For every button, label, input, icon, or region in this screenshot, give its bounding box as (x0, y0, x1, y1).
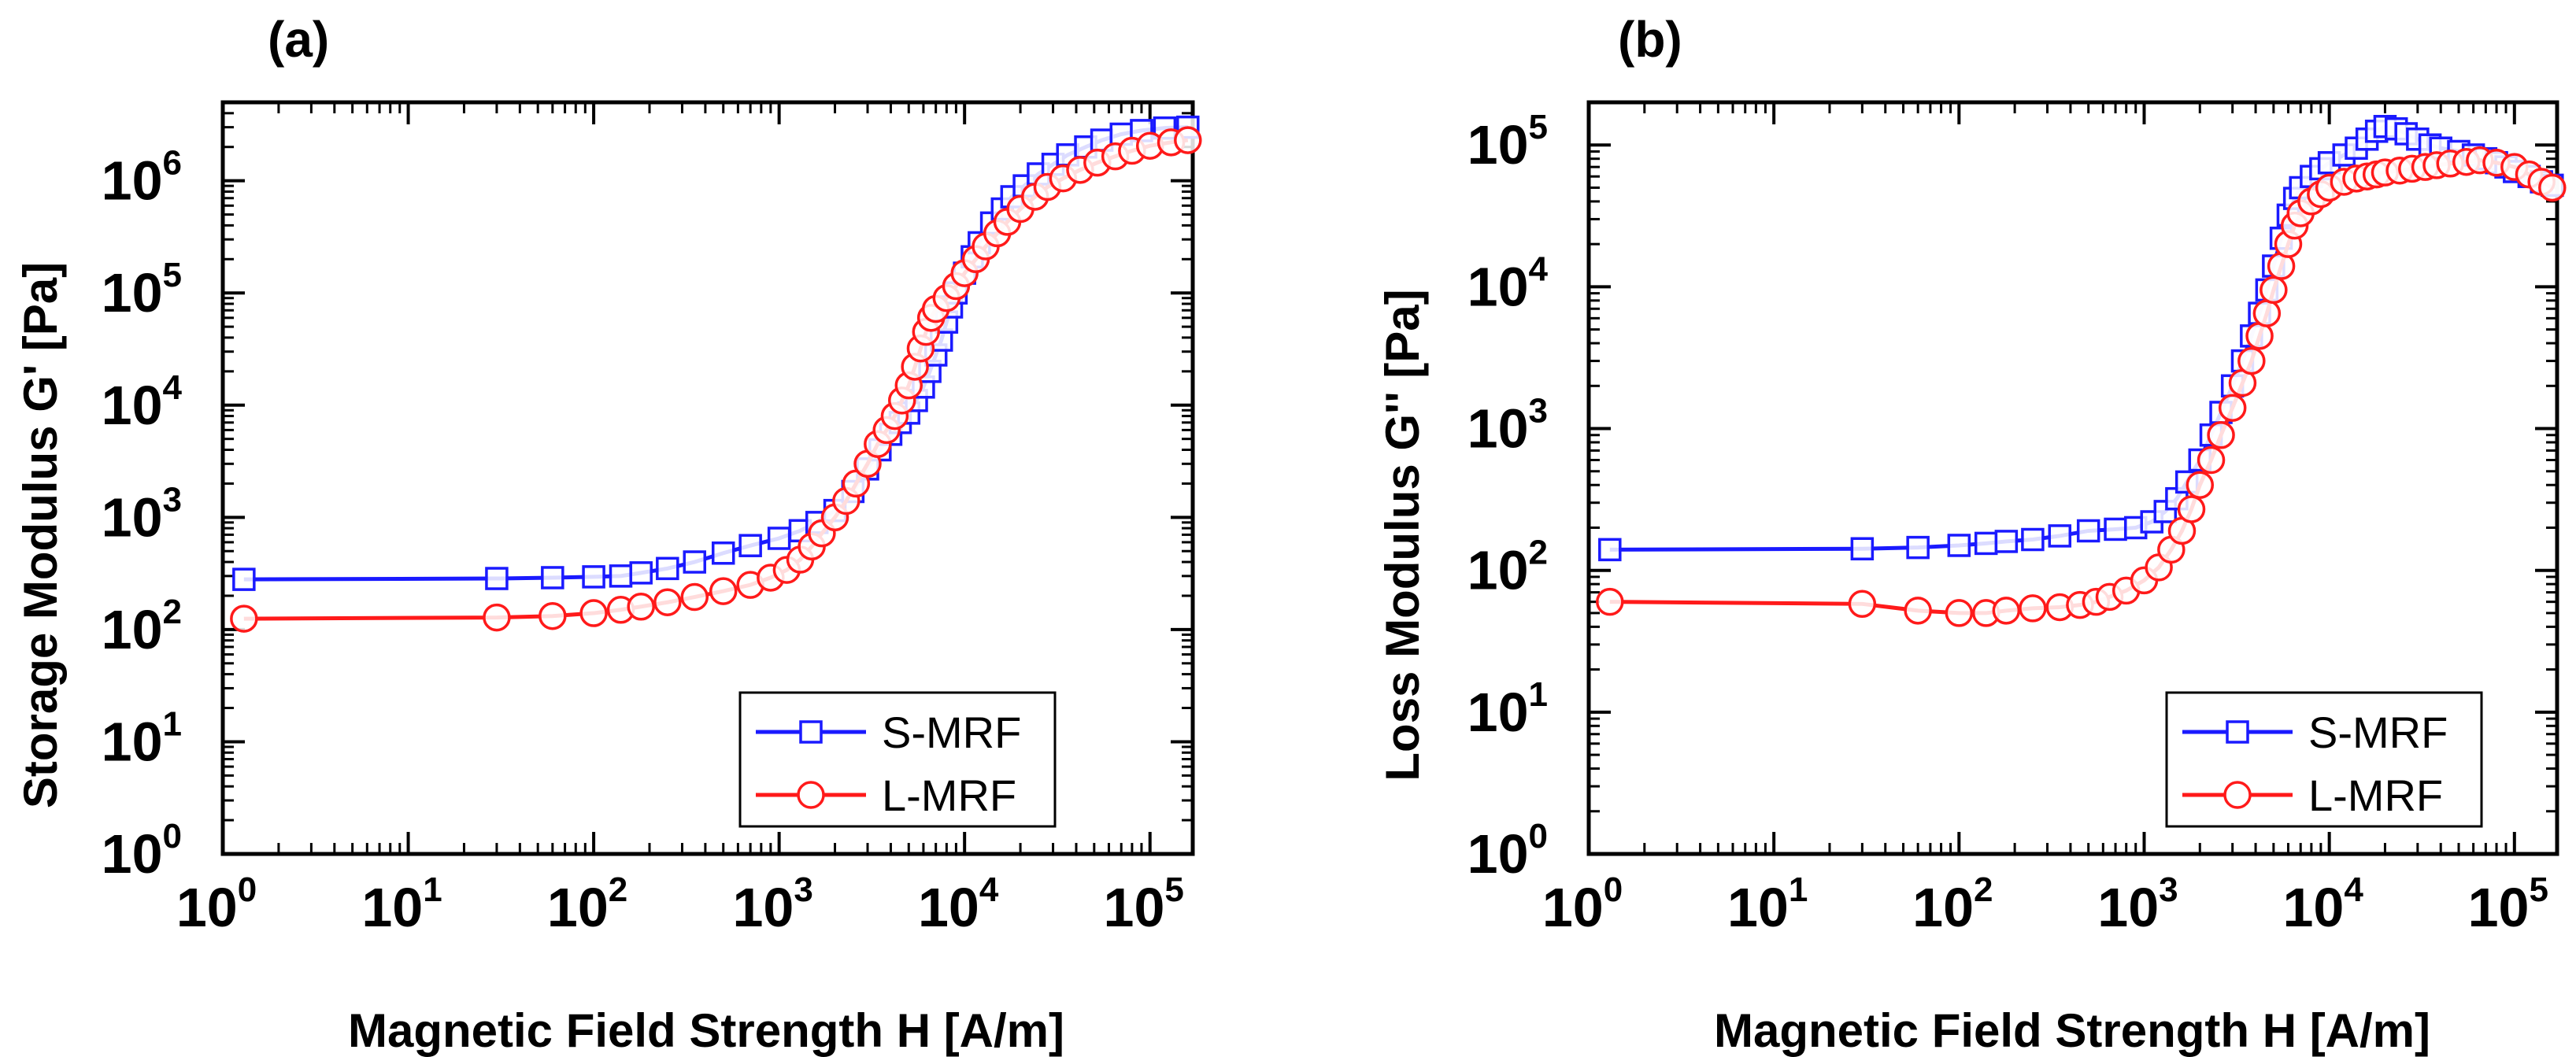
data-point-s-mrf-b (1906, 535, 1930, 560)
data-point-l-mrf-b (2019, 594, 2047, 623)
legend-box-b (2165, 691, 2483, 828)
data-point-s-mrf-b (1598, 538, 1622, 562)
y-tick-label-a: 103 (102, 480, 182, 548)
data-point-l-mrf-b (2177, 495, 2206, 523)
data-point-l-mrf-b (2207, 421, 2235, 449)
plot-area-a: 100 101 102 103 104 105 100 101 102 103 104 105 106 S… (102, 100, 1202, 938)
y-tick-label-b: 105 (1468, 108, 1548, 176)
data-point-s-mrf-a (738, 534, 762, 557)
data-point-l-mrf-b (2186, 471, 2215, 499)
legend-label-s-mrf-b: S-MRF (2308, 708, 2448, 757)
data-point-l-mrf-a (1174, 126, 1202, 154)
y-tick-label-b: 102 (1468, 534, 1548, 601)
data-point-s-mrf-b (1850, 537, 1875, 561)
data-point-l-mrf-b (2218, 394, 2247, 422)
data-point-l-mrf-b (1848, 589, 1877, 619)
x-tick-label-a: 101 (361, 870, 442, 938)
data-point-s-mrf-a (711, 541, 735, 565)
data-point-l-mrf-b (2237, 346, 2266, 375)
data-point-l-mrf-b (1945, 599, 1974, 627)
data-point-s-mrf-a (609, 564, 633, 588)
data-point-l-mrf-a (627, 593, 655, 621)
y-axis-title-b: Loss Modulus G'' [Pa] (1376, 289, 1429, 781)
legend-marker-l-mrf-b (2223, 781, 2252, 809)
x-tick-label-a: 100 (176, 870, 257, 938)
legend-box-a (738, 691, 1057, 828)
panel-b: (b) 100 101 102 103 104 105 100 101 102 103 104 105… (1376, 11, 2567, 1057)
legend-label-l-mrf-a: L-MRF (882, 771, 1016, 820)
legend-label-s-mrf-a: S-MRF (882, 708, 1021, 757)
x-tick-label-a: 102 (547, 870, 627, 938)
panel-a-label: (a) (268, 11, 329, 68)
y-tick-label-a: 105 (102, 256, 182, 323)
data-point-s-mrf-b (1974, 531, 1998, 556)
data-point-l-mrf-b (2538, 173, 2567, 202)
x-tick-label-a: 104 (918, 870, 999, 938)
series-line-s-mrf-b (1609, 124, 2553, 552)
y-tick-label-b: 104 (1468, 249, 1549, 317)
panel-a: (a) 100 101 102 103 104 105 100 101 102 103 104 105… (14, 11, 1202, 1057)
data-point-l-mrf-a (483, 603, 511, 632)
data-point-s-mrf-b (2021, 527, 2045, 552)
y-tick-label-b: 101 (1468, 675, 1548, 743)
x-tick-label-b: 105 (2468, 870, 2548, 938)
x-tick-label-a: 105 (1104, 870, 1184, 938)
y-tick-label-b: 100 (1468, 817, 1548, 885)
legend-marker-s-mrf-b (2226, 720, 2249, 744)
data-point-s-mrf-a (656, 556, 679, 581)
data-point-s-mrf-a (232, 567, 256, 591)
y-tick-label-a: 104 (102, 368, 183, 436)
panel-b-label: (b) (1618, 11, 1682, 68)
data-point-l-mrf-b (1904, 597, 1932, 625)
data-point-s-mrf-a (485, 567, 509, 590)
legend-marker-l-mrf-a (797, 781, 825, 809)
data-point-l-mrf-a (579, 599, 608, 627)
y-tick-label-a: 102 (102, 593, 182, 660)
x-tick-label-b: 104 (2282, 870, 2363, 938)
data-point-s-mrf-a (582, 565, 605, 589)
data-point-s-mrf-b (2104, 517, 2127, 541)
data-point-s-mrf-b (1947, 534, 1971, 557)
y-axis-title-a: Storage Modulus G' [Pa] (14, 262, 67, 808)
data-point-l-mrf-b (2252, 299, 2282, 327)
x-tick-label-b: 103 (2097, 870, 2178, 938)
data-point-s-mrf-a (767, 527, 791, 550)
legend-marker-s-mrf-a (799, 720, 823, 744)
y-tick-label-a: 106 (102, 144, 182, 212)
data-point-l-mrf-b (2260, 275, 2288, 305)
y-tick-label-a: 101 (102, 704, 182, 772)
plot-frame-b (1586, 100, 2559, 856)
plot-frame-a (220, 100, 1195, 856)
x-axis-title-b: Magnetic Field Strength H [A/m] (1714, 1004, 2430, 1057)
series-layer-b (1596, 115, 2567, 627)
x-tick-label-b: 100 (1542, 870, 1623, 938)
data-point-l-mrf-a (680, 582, 709, 612)
data-point-s-mrf-b (2076, 519, 2100, 543)
x-axis-title-a: Magnetic Field Strength H [A/m] (348, 1004, 1064, 1057)
series-layer-a (230, 115, 1202, 633)
data-point-s-mrf-a (683, 550, 706, 574)
data-point-s-mrf-a (541, 566, 564, 589)
y-tick-label-a: 100 (102, 817, 182, 885)
x-tick-label-b: 101 (1727, 870, 1808, 938)
x-tick-label-b: 102 (1912, 870, 1993, 938)
series-line-l-mrf-b (1609, 158, 2554, 615)
data-point-l-mrf-b (1596, 587, 1624, 616)
plot-area-b: 100 101 102 103 104 105 100 101 102 103 104 105 S-MR… (1468, 100, 2567, 938)
data-point-l-mrf-a (230, 604, 258, 633)
data-point-s-mrf-b (2048, 524, 2072, 548)
data-point-l-mrf-a (653, 588, 682, 616)
data-point-l-mrf-a (709, 577, 738, 605)
legend-label-l-mrf-b: L-MRF (2308, 771, 2443, 820)
x-tick-label-a: 103 (732, 870, 812, 938)
y-tick-label-b: 103 (1468, 392, 1548, 460)
data-point-s-mrf-b (1994, 530, 2019, 553)
data-point-l-mrf-b (1992, 597, 2021, 625)
data-point-l-mrf-b (2197, 445, 2226, 475)
data-point-l-mrf-a (539, 601, 567, 630)
data-point-s-mrf-a (629, 561, 653, 585)
